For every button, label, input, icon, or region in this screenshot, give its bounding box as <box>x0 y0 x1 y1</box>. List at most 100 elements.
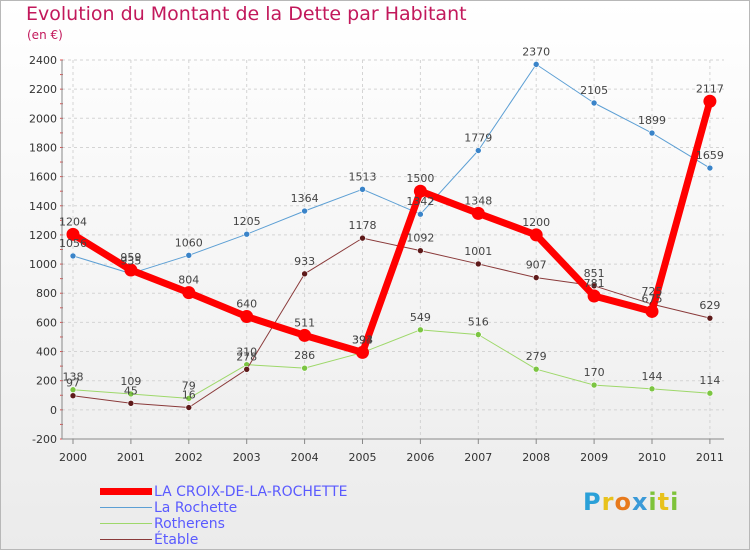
data-label: 725 <box>642 285 663 298</box>
data-label: 286 <box>294 349 315 362</box>
data-label: 1500 <box>406 172 434 185</box>
data-label: 1056 <box>59 237 87 250</box>
data-label: 629 <box>699 299 720 312</box>
brand-letter: t <box>657 488 671 516</box>
x-tick-label: 2004 <box>291 451 319 464</box>
x-tick-label: 2000 <box>59 451 87 464</box>
data-label: 511 <box>294 316 315 329</box>
y-tick-label: 200 <box>36 375 57 388</box>
data-label: 2117 <box>696 82 724 95</box>
series-line <box>72 237 711 409</box>
data-point <box>474 147 482 154</box>
brand-letter: i <box>648 488 658 516</box>
data-label: 1513 <box>349 170 377 183</box>
chart-title: Evolution du Montant de la Dette par Hab… <box>26 3 467 25</box>
data-point <box>417 247 424 254</box>
data-point <box>532 274 540 281</box>
data-point <box>66 227 80 241</box>
data-point <box>124 263 138 277</box>
data-label: 959 <box>120 251 141 264</box>
data-label: 393 <box>352 334 373 347</box>
data-label: 310 <box>236 346 257 359</box>
chart-series <box>66 61 717 411</box>
data-point <box>185 404 193 411</box>
series-line <box>69 97 714 356</box>
data-label: 1205 <box>233 215 261 228</box>
data-label: 2105 <box>580 84 608 97</box>
brand-letter: i <box>670 488 680 516</box>
data-point <box>182 286 196 300</box>
data-point <box>474 331 482 338</box>
brand-letter: o <box>614 488 632 516</box>
legend-label: LA CROIX-DE-LA-ROCHETTE <box>154 484 348 500</box>
data-point <box>590 381 598 389</box>
y-tick-label: 400 <box>36 346 57 359</box>
data-label: 2370 <box>522 45 550 58</box>
data-label: 1348 <box>464 194 492 207</box>
data-point <box>532 61 540 68</box>
data-point <box>417 210 424 218</box>
data-label: 1092 <box>406 232 434 245</box>
chart-data-labels: 1056 935 1060 1205 1364 1513 1342 1779 2370 2105 1… <box>59 45 724 401</box>
x-tick-label: 2008 <box>522 451 550 464</box>
legend-label: Rotherens <box>154 516 225 532</box>
data-point <box>69 252 77 260</box>
data-label: 935 <box>120 255 141 268</box>
data-label: 675 <box>642 292 663 305</box>
series-line <box>72 63 711 275</box>
legend-swatch <box>100 523 152 524</box>
data-point <box>243 230 250 238</box>
brand-logo: Proxiti <box>583 488 679 516</box>
y-tick-label: 2400 <box>29 54 57 67</box>
data-point <box>359 234 366 242</box>
data-point <box>127 390 135 398</box>
brand-letter: r <box>601 488 615 516</box>
x-tick-label: 2001 <box>117 451 145 464</box>
data-label: 1178 <box>349 219 377 232</box>
data-label: 781 <box>584 277 605 290</box>
x-tick-label: 2005 <box>349 451 377 464</box>
data-label: 45 <box>124 384 138 397</box>
data-point <box>69 392 77 400</box>
data-label: 114 <box>699 374 720 387</box>
data-point <box>529 228 543 242</box>
data-label: 804 <box>178 274 199 287</box>
data-point <box>298 328 312 342</box>
y-tick-label: 1200 <box>29 229 57 242</box>
data-label: 144 <box>642 370 663 383</box>
data-label: 16 <box>182 389 196 402</box>
data-point <box>474 260 482 268</box>
data-point <box>301 270 308 278</box>
data-point <box>590 99 598 107</box>
data-point <box>417 326 424 334</box>
data-label: 1204 <box>59 215 87 228</box>
chart-axes: -200 0 200 400 600 800 1000 1200 1400 1600 1800 200… <box>29 54 724 464</box>
x-tick-label: 2003 <box>233 451 261 464</box>
data-label: 1779 <box>464 132 492 145</box>
brand-letter: P <box>583 488 602 516</box>
chart-subtitle: (en €) <box>27 28 63 42</box>
data-label: 170 <box>584 366 605 379</box>
data-point <box>243 366 250 373</box>
data-label: 138 <box>63 371 84 384</box>
data-point <box>359 185 366 193</box>
data-point <box>356 345 369 359</box>
data-label: 1200 <box>522 216 550 229</box>
data-point <box>703 94 717 108</box>
data-point <box>127 399 135 407</box>
data-label: 907 <box>526 259 547 272</box>
data-point <box>648 385 656 393</box>
legend-swatch <box>100 539 152 540</box>
data-point <box>185 252 193 259</box>
data-label: 394 <box>352 333 373 346</box>
data-point <box>706 389 714 397</box>
y-tick-label: 2000 <box>29 112 57 125</box>
data-point <box>532 365 540 373</box>
x-tick-label: 2006 <box>406 451 434 464</box>
data-label: 933 <box>294 255 315 268</box>
y-tick-label: 1000 <box>29 258 57 271</box>
x-tick-label: 2011 <box>696 451 724 464</box>
data-point <box>301 364 308 372</box>
